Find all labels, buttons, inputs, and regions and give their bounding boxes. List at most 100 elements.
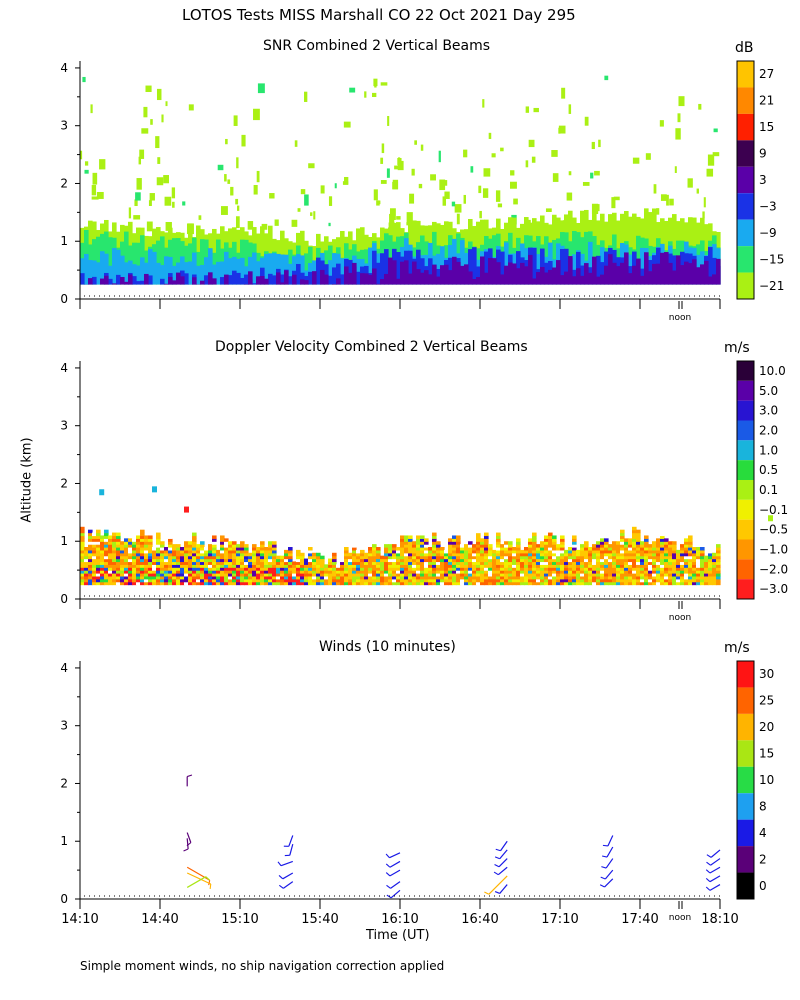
doppler-cell <box>412 549 417 554</box>
doppler-cell <box>96 575 101 580</box>
doppler-cell <box>420 538 425 542</box>
doppler-cell <box>328 573 333 577</box>
doppler-cell <box>356 552 361 557</box>
doppler-cell <box>172 558 177 563</box>
doppler-cell <box>556 578 561 583</box>
doppler-cell <box>316 570 321 574</box>
doppler-cell <box>592 544 597 548</box>
snr-column <box>644 252 649 285</box>
doppler-cell <box>556 581 561 586</box>
doppler-cell <box>208 558 213 563</box>
snr-speckle <box>294 140 298 147</box>
doppler-cell <box>224 581 229 586</box>
colorbar-label: 0.1 <box>759 483 778 497</box>
doppler-cell <box>380 555 385 560</box>
doppler-cell <box>568 547 573 551</box>
doppler-cell <box>240 567 245 571</box>
doppler-cell <box>308 570 313 574</box>
doppler-cell <box>596 544 601 548</box>
snr-speckle <box>706 168 714 177</box>
doppler-cell <box>496 581 501 586</box>
doppler-cell <box>576 578 581 583</box>
doppler-cell <box>100 544 105 548</box>
doppler-cell <box>196 552 201 557</box>
doppler-cell <box>656 578 661 583</box>
doppler-cell <box>548 575 553 580</box>
doppler-cell <box>308 549 313 554</box>
doppler-cell <box>596 541 601 545</box>
snr-speckle <box>91 196 99 200</box>
doppler-cell <box>124 555 129 560</box>
doppler-cell <box>592 552 597 557</box>
doppler-cell <box>276 573 281 577</box>
doppler-cell <box>556 570 561 574</box>
snr-column <box>284 254 289 285</box>
snr-speckle <box>653 184 657 194</box>
doppler-cell <box>444 567 449 571</box>
doppler-cell <box>560 578 565 583</box>
doppler-cell <box>548 581 553 586</box>
doppler-cell <box>520 564 525 568</box>
doppler-cell <box>240 555 245 560</box>
snr-column <box>420 272 425 285</box>
doppler-cell <box>512 558 517 563</box>
doppler-cell <box>680 544 685 548</box>
doppler-cell <box>616 558 621 563</box>
doppler-cell <box>232 558 237 563</box>
snr-column <box>580 275 585 285</box>
snr-speckle <box>463 194 466 204</box>
doppler-cell <box>432 578 437 583</box>
doppler-cell <box>644 547 649 551</box>
doppler-cell <box>240 575 245 580</box>
doppler-cell <box>276 564 281 568</box>
snr-column <box>404 260 409 285</box>
snr-column <box>240 257 245 285</box>
panel-1-axes <box>75 361 721 609</box>
doppler-cell <box>396 575 401 580</box>
doppler-cell <box>644 575 649 580</box>
wind-barb <box>280 860 294 867</box>
doppler-cell <box>624 578 629 583</box>
doppler-cell <box>144 538 149 542</box>
doppler-cell <box>696 581 701 586</box>
doppler-cell <box>536 558 541 563</box>
doppler-cell <box>452 581 457 586</box>
snr-column <box>696 267 701 285</box>
doppler-cell <box>156 567 161 571</box>
doppler-cell <box>424 575 429 580</box>
wind-barb-feather <box>599 884 605 888</box>
doppler-cell <box>360 567 365 571</box>
doppler-cell <box>300 578 305 583</box>
doppler-cell <box>568 581 573 586</box>
doppler-cell <box>112 581 117 586</box>
doppler-cell <box>124 581 129 586</box>
colorbar-label: 2 <box>759 852 767 866</box>
doppler-cell <box>700 578 705 583</box>
doppler-cell <box>676 575 681 580</box>
snr-column <box>208 272 213 285</box>
doppler-cell <box>608 544 613 548</box>
doppler-cell <box>428 558 433 563</box>
doppler-cell <box>320 570 325 574</box>
doppler-cell <box>368 575 373 580</box>
doppler-cell <box>684 567 689 571</box>
snr-column <box>484 251 489 285</box>
doppler-cell <box>96 564 101 568</box>
doppler-cell <box>256 561 261 565</box>
doppler-cell <box>608 547 613 551</box>
doppler-cell <box>568 575 573 580</box>
doppler-cell <box>692 570 697 574</box>
colorbar-swatch <box>737 539 754 560</box>
doppler-cell <box>116 573 121 577</box>
doppler-cell <box>604 547 609 551</box>
doppler-cell <box>412 564 417 568</box>
snr-column <box>588 272 593 285</box>
snr-speckle <box>568 171 572 176</box>
doppler-cell <box>508 561 513 565</box>
doppler-cell <box>684 575 689 580</box>
doppler-cell <box>552 544 557 548</box>
snr-speckle <box>551 150 558 157</box>
wind-barb-feather <box>183 848 189 852</box>
doppler-cell <box>96 561 101 565</box>
doppler-cell <box>472 578 477 583</box>
